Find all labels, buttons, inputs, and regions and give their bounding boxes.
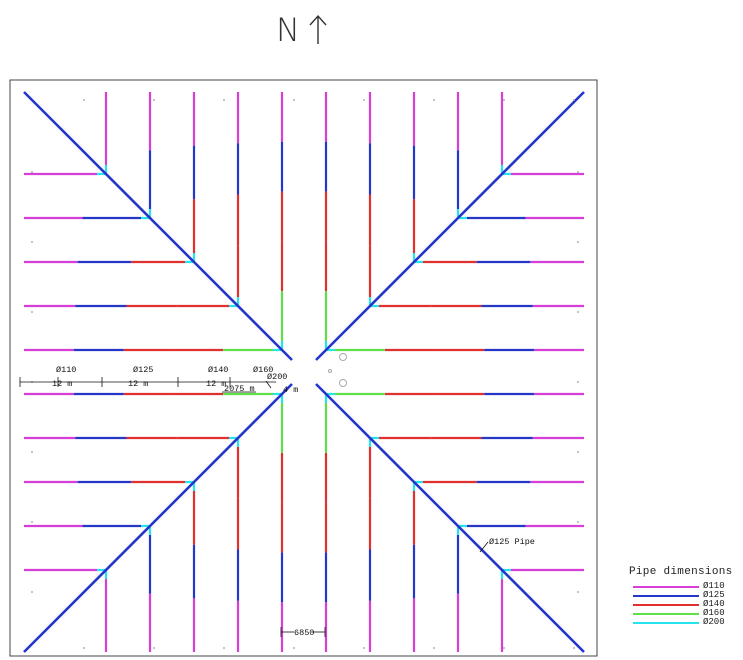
dim-length-2: 12 m	[128, 379, 148, 389]
survey-mark	[363, 99, 365, 101]
dim-label-d125: Ø125	[133, 365, 153, 375]
survey-mark	[31, 591, 33, 593]
legend-row: Ø110	[629, 581, 741, 591]
dim-label-d160: Ø160	[253, 365, 273, 375]
bottom-dimension	[280, 627, 326, 637]
legend-label: Ø160	[703, 608, 725, 618]
survey-mark	[223, 99, 225, 101]
bottom-dimension-label: 6850	[294, 628, 314, 638]
north-arrow-icon	[309, 14, 327, 44]
survey-mark	[31, 451, 33, 453]
manhole	[339, 353, 347, 361]
survey-mark	[83, 99, 85, 101]
survey-mark	[83, 647, 85, 649]
plan-border	[9, 79, 598, 657]
survey-mark	[573, 647, 575, 649]
legend-swatch	[633, 595, 699, 597]
survey-mark	[503, 99, 505, 101]
survey-mark	[31, 521, 33, 523]
legend-row: Ø160	[629, 608, 741, 618]
survey-mark	[577, 171, 579, 173]
survey-mark	[433, 647, 435, 649]
legend-label: Ø125	[703, 590, 725, 600]
legend-row: Ø200	[629, 617, 741, 627]
manhole	[339, 379, 347, 387]
legend: Pipe dimensions Ø110 Ø125 Ø140 Ø160 Ø200	[629, 566, 741, 627]
legend-label: Ø140	[703, 599, 725, 609]
legend-swatch	[633, 604, 699, 606]
survey-mark	[293, 647, 295, 649]
survey-marks	[31, 99, 579, 649]
dim-length-4: 2075 m	[224, 384, 255, 394]
survey-mark	[293, 99, 295, 101]
survey-mark	[577, 241, 579, 243]
main-diagonal	[23, 383, 293, 653]
manhole	[328, 369, 332, 373]
survey-mark	[153, 99, 155, 101]
survey-mark	[577, 381, 579, 383]
survey-mark	[433, 99, 435, 101]
dim-length-3: 12 m	[206, 379, 226, 389]
survey-mark	[31, 171, 33, 173]
survey-mark	[503, 647, 505, 649]
survey-mark	[577, 591, 579, 593]
legend-items: Ø110 Ø125 Ø140 Ø160 Ø200	[629, 581, 741, 627]
main-diagonal	[315, 383, 585, 653]
legend-label: Ø110	[703, 581, 725, 591]
legend-row: Ø125	[629, 590, 741, 600]
survey-mark	[573, 99, 575, 101]
legend-swatch	[633, 586, 699, 588]
dim-length-1: 12 m	[52, 379, 72, 389]
legend-title: Pipe dimensions	[629, 566, 733, 578]
dim-length-5: 4 m	[283, 385, 298, 395]
legend-swatch	[633, 613, 699, 615]
survey-mark	[153, 647, 155, 649]
dimension-chain	[19, 377, 276, 393]
dim-label-d140: Ø140	[208, 365, 228, 375]
dim-label-d200: Ø200	[267, 372, 287, 382]
dim-label-d110: Ø110	[56, 365, 76, 375]
survey-mark	[577, 311, 579, 313]
north-arrow: N	[276, 12, 327, 46]
main-diagonal	[315, 91, 585, 361]
main-diagonal	[23, 91, 293, 361]
survey-mark	[31, 311, 33, 313]
pipe-network	[23, 91, 585, 653]
survey-mark	[577, 521, 579, 523]
survey-mark	[363, 647, 365, 649]
legend-swatch	[633, 622, 699, 624]
pipe-note: Ø125 Pipe	[489, 537, 535, 547]
manholes	[328, 353, 347, 387]
legend-row: Ø140	[629, 599, 741, 609]
north-label: N	[276, 12, 300, 46]
survey-mark	[577, 451, 579, 453]
survey-mark	[31, 241, 33, 243]
legend-label: Ø200	[703, 617, 725, 627]
survey-mark	[223, 647, 225, 649]
